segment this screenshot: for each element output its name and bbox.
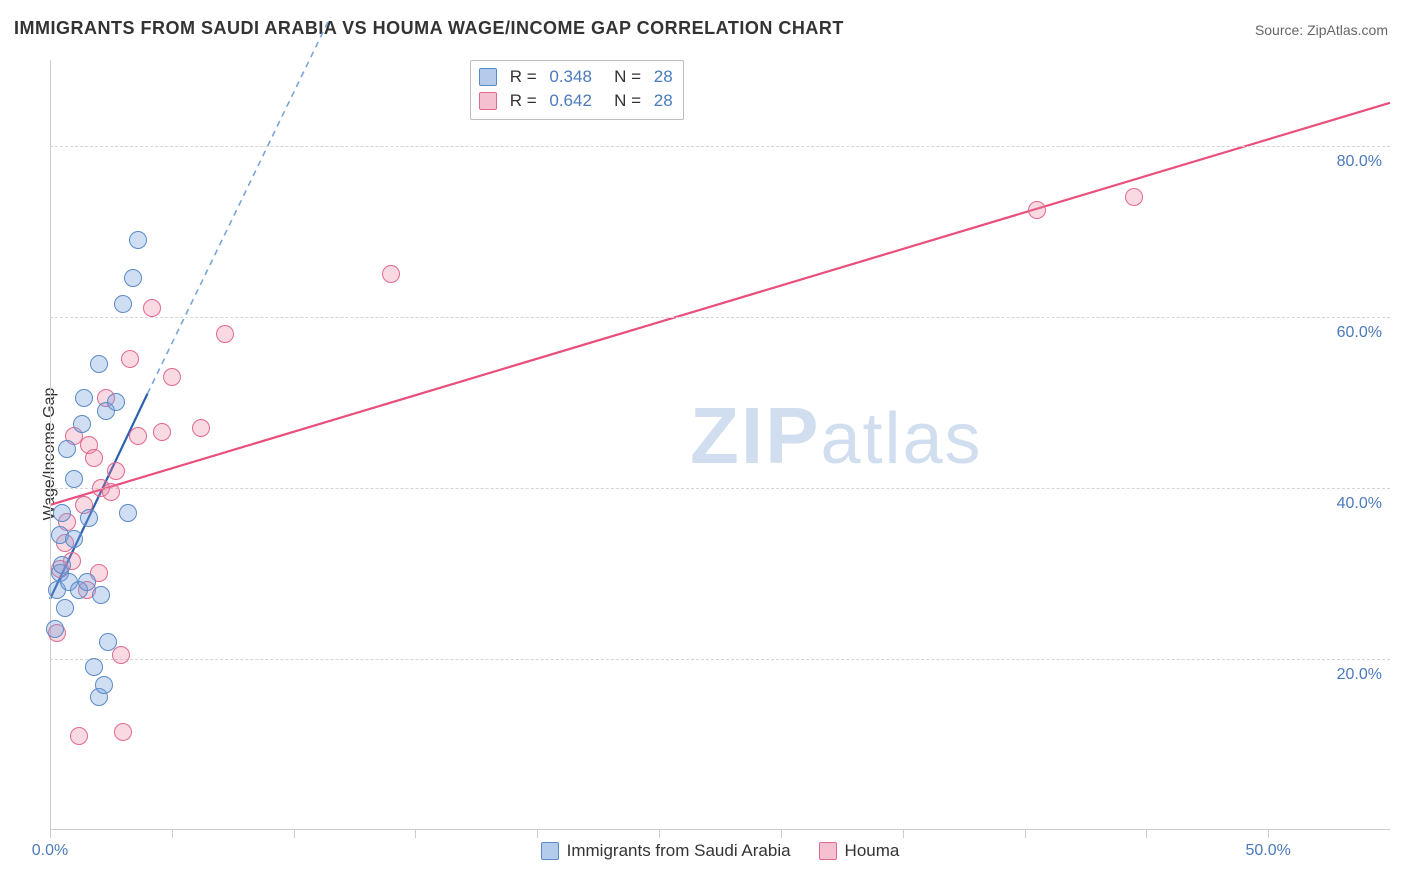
- stats-row-blue: R = 0.348 N = 28: [479, 65, 673, 89]
- data-point-blue: [90, 355, 108, 373]
- data-point-blue: [129, 231, 147, 249]
- x-tick: [50, 830, 51, 838]
- legend-swatch-pink: [819, 842, 837, 860]
- y-axis-line: [50, 60, 51, 830]
- y-tick-label: 60.0%: [1337, 324, 1382, 342]
- data-point-blue: [124, 269, 142, 287]
- source-label: Source: ZipAtlas.com: [1255, 22, 1388, 38]
- data-point-blue: [99, 633, 117, 651]
- data-point-blue: [53, 556, 71, 574]
- data-point-blue: [95, 676, 113, 694]
- legend-label: Houma: [845, 841, 900, 861]
- x-tick: [294, 830, 295, 838]
- data-point-pink: [163, 368, 181, 386]
- gridline-h: [50, 659, 1390, 660]
- data-point-pink: [382, 265, 400, 283]
- series-legend: Immigrants from Saudi Arabia Houma: [50, 841, 1390, 865]
- data-point-blue: [65, 470, 83, 488]
- data-point-pink: [121, 350, 139, 368]
- data-point-blue: [53, 504, 71, 522]
- data-point-pink: [143, 299, 161, 317]
- x-tick: [781, 830, 782, 838]
- data-point-blue: [119, 504, 137, 522]
- y-tick-label: 80.0%: [1337, 153, 1382, 171]
- data-point-pink: [129, 427, 147, 445]
- legend-swatch-blue: [541, 842, 559, 860]
- gridline-h: [50, 146, 1390, 147]
- source-prefix: Source:: [1255, 22, 1307, 38]
- x-tick: [659, 830, 660, 838]
- data-point-blue: [107, 393, 125, 411]
- data-point-pink: [192, 419, 210, 437]
- watermark-atlas: atlas: [820, 399, 982, 479]
- data-point-pink: [114, 723, 132, 741]
- data-point-pink: [85, 449, 103, 467]
- legend-swatch-blue: [479, 68, 497, 86]
- data-point-blue: [92, 586, 110, 604]
- x-tick: [1268, 830, 1269, 838]
- stats-row-pink: R = 0.642 N = 28: [479, 89, 673, 113]
- stats-legend-box: R = 0.348 N = 28 R = 0.642 N = 28: [470, 60, 684, 120]
- data-point-pink: [70, 727, 88, 745]
- x-tick: [172, 830, 173, 838]
- x-tick: [537, 830, 538, 838]
- data-point-blue: [65, 530, 83, 548]
- source-name: ZipAtlas.com: [1307, 22, 1388, 38]
- watermark-zip: ZIP: [690, 391, 820, 480]
- data-point-blue: [46, 620, 64, 638]
- watermark: ZIPatlas: [690, 390, 983, 482]
- data-point-blue: [75, 389, 93, 407]
- legend-item-blue: Immigrants from Saudi Arabia: [541, 841, 791, 861]
- data-point-blue: [58, 440, 76, 458]
- data-point-pink: [1125, 188, 1143, 206]
- legend-label: Immigrants from Saudi Arabia: [567, 841, 791, 861]
- x-axis-line: [50, 829, 1390, 830]
- x-tick-label: 0.0%: [32, 842, 68, 860]
- y-tick-label: 20.0%: [1337, 666, 1382, 684]
- data-point-blue: [114, 295, 132, 313]
- data-point-pink: [1028, 201, 1046, 219]
- y-tick-label: 40.0%: [1337, 495, 1382, 513]
- x-tick-label: 50.0%: [1245, 842, 1290, 860]
- gridline-h: [50, 317, 1390, 318]
- chart-title: IMMIGRANTS FROM SAUDI ARABIA VS HOUMA WA…: [14, 18, 844, 39]
- x-tick: [1025, 830, 1026, 838]
- x-tick: [1146, 830, 1147, 838]
- x-tick: [903, 830, 904, 838]
- data-point-pink: [107, 462, 125, 480]
- legend-item-pink: Houma: [819, 841, 900, 861]
- data-point-pink: [102, 483, 120, 501]
- data-point-blue: [78, 573, 96, 591]
- data-point-pink: [216, 325, 234, 343]
- data-point-blue: [85, 658, 103, 676]
- gridline-h: [50, 488, 1390, 489]
- data-point-blue: [73, 415, 91, 433]
- data-point-blue: [56, 599, 74, 617]
- x-tick: [415, 830, 416, 838]
- legend-swatch-pink: [479, 92, 497, 110]
- data-point-pink: [153, 423, 171, 441]
- data-point-blue: [80, 509, 98, 527]
- plot-area: Wage/Income Gap ZIPatlas R = 0.348 N = 2…: [50, 60, 1390, 830]
